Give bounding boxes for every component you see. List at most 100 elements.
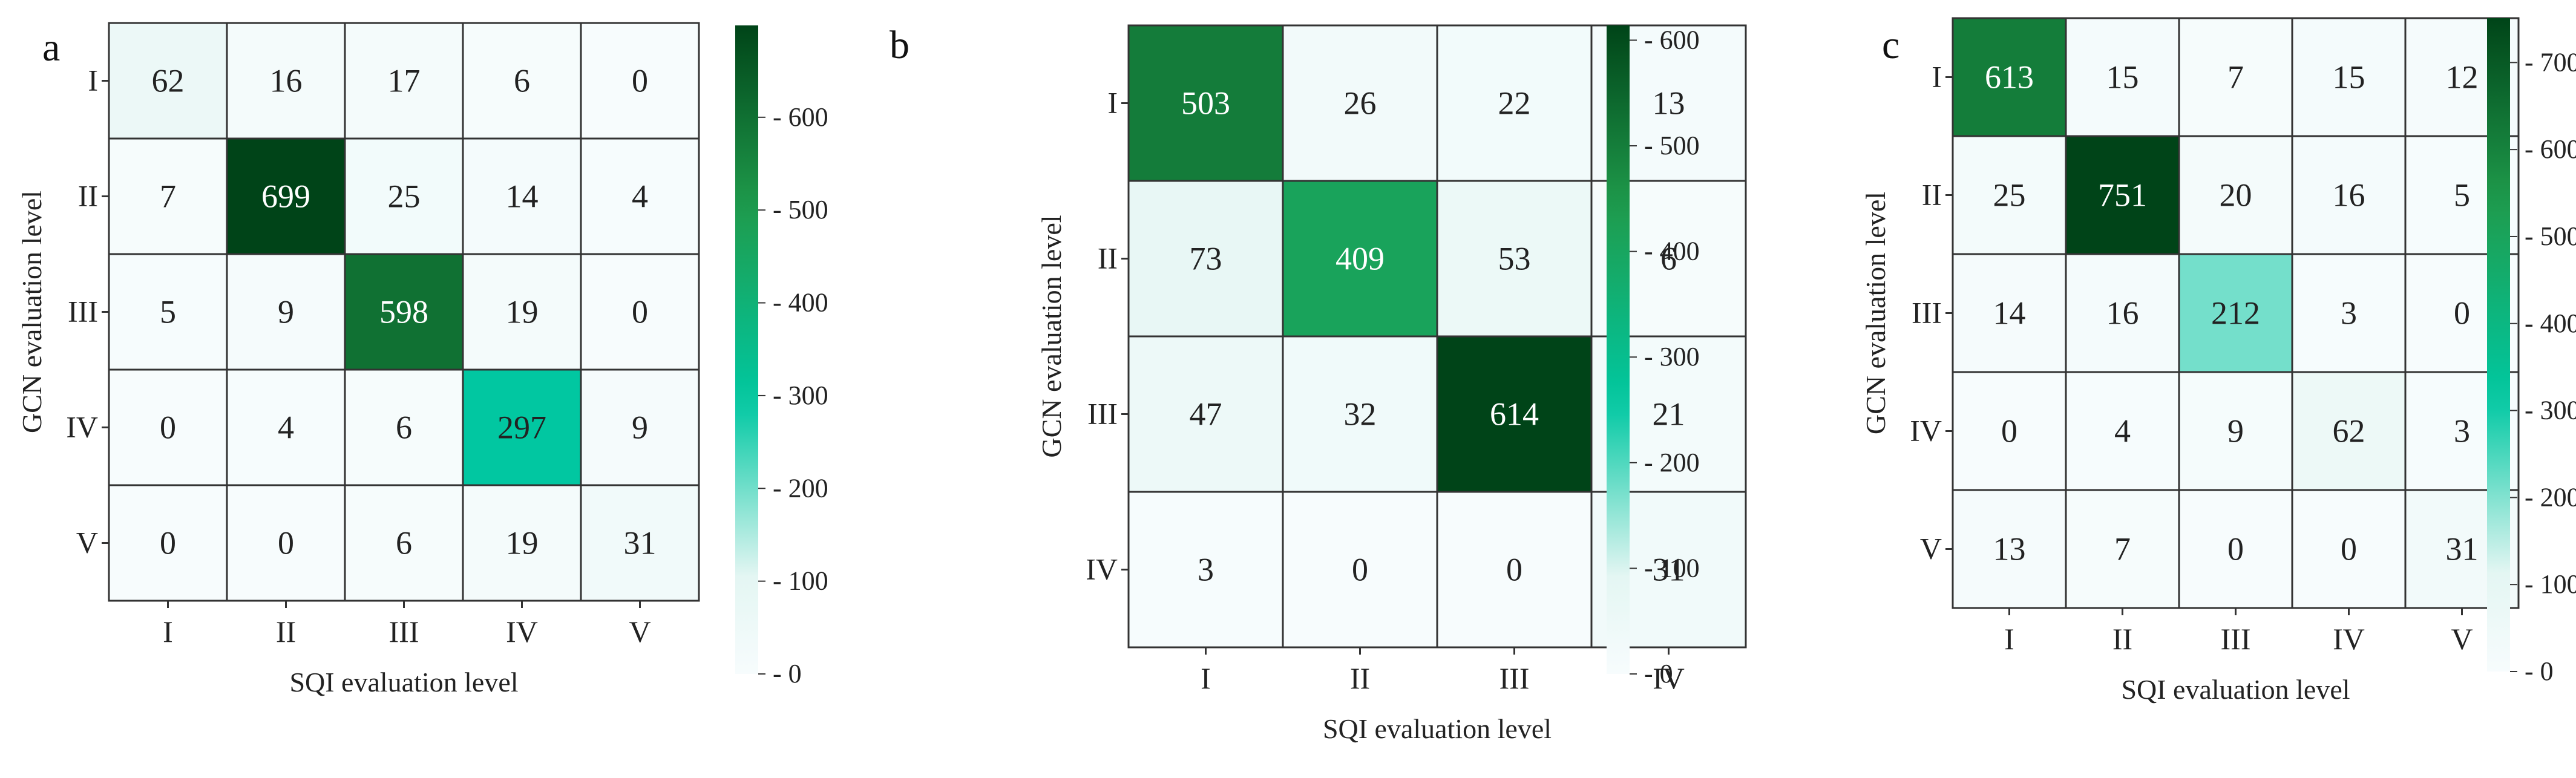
cell-value: 699 — [261, 178, 310, 215]
panel-label: c — [1882, 23, 1899, 67]
heatmap-cell — [1127, 24, 1284, 182]
x-axis-title: SQI evaluation level — [289, 667, 518, 698]
x-tick-label: I — [1201, 661, 1211, 695]
cell-value: 3 — [1198, 552, 1214, 588]
cell-value: 613 — [1985, 59, 2034, 96]
heatmap-cell — [108, 484, 228, 602]
heatmap-cell — [344, 368, 464, 486]
colorbar-tick-label: - 600 — [773, 102, 828, 132]
x-tick-label: II — [1350, 661, 1370, 695]
y-tick-label: IV — [1086, 552, 1118, 586]
cell-value: 13 — [1653, 85, 1685, 122]
cell-value: 16 — [2106, 295, 2139, 332]
cell-value: 5 — [2454, 177, 2470, 214]
y-tick-label: III — [1912, 296, 1942, 330]
cell-value: 0 — [2341, 531, 2357, 567]
cell-value: 47 — [1190, 396, 1222, 433]
colorbar-tick-label: - 100 — [1644, 553, 1700, 583]
cell-value: 22 — [1498, 85, 1531, 122]
colorbar-tick-label: - 600 — [1644, 25, 1700, 54]
y-tick-label: II — [1098, 241, 1118, 275]
y-tick-label: III — [68, 295, 98, 329]
cell-value: 0 — [2227, 531, 2244, 567]
cell-value: 9 — [2227, 413, 2244, 449]
heatmap-cell — [344, 484, 464, 602]
colorbar-tick-label: - 400 — [2525, 309, 2576, 338]
cell-value: 5 — [160, 294, 176, 330]
cell-value: 6 — [396, 525, 412, 561]
heatmap-cell — [2065, 371, 2180, 491]
heatmap-cell — [1282, 180, 1438, 338]
colorbar-tick-label: - 0 — [773, 659, 802, 688]
heatmap-cell — [1952, 489, 2067, 609]
x-tick-label: IV — [2333, 622, 2365, 656]
colorbar-tick-label: - 700 — [2525, 47, 2576, 77]
cell-value: 31 — [624, 525, 657, 561]
heatmap-cell — [2178, 253, 2293, 373]
y-axis-title: GCN evaluation level — [1036, 215, 1067, 457]
cell-value: 0 — [632, 294, 648, 330]
cell-value: 19 — [506, 294, 539, 330]
y-tick-label: I — [1107, 86, 1118, 120]
cell-value: 26 — [1344, 85, 1377, 122]
heatmap-cell — [1436, 24, 1593, 182]
colorbar-tick-label: - 200 — [2525, 482, 2576, 512]
heatmap-cell — [226, 484, 346, 602]
cell-value: 0 — [1506, 552, 1522, 588]
colorbar-tick-label: - 0 — [1644, 659, 1673, 688]
cell-value: 598 — [379, 294, 428, 330]
colorbar — [735, 25, 758, 674]
cell-value: 31 — [2446, 531, 2479, 567]
cell-value: 21 — [1653, 396, 1685, 433]
x-tick-label: I — [2004, 622, 2014, 656]
y-tick-label: I — [1932, 60, 1942, 94]
colorbar-tick-label: - 200 — [1644, 448, 1700, 477]
colorbar-tick-label: - 0 — [2525, 656, 2554, 686]
cell-value: 6 — [514, 63, 530, 99]
y-tick-label: II — [78, 179, 98, 213]
heatmap-cell — [1282, 491, 1438, 649]
heatmap-cell — [580, 253, 700, 371]
cell-value: 19 — [506, 525, 539, 561]
heatmap-cell — [1127, 335, 1284, 493]
heatmap-cell — [1952, 371, 2067, 491]
cell-value: 15 — [2106, 59, 2139, 96]
cell-value: 7 — [160, 178, 176, 215]
x-tick-label: V — [2451, 622, 2473, 656]
heatmap-cell — [108, 22, 228, 140]
cell-value: 16 — [270, 63, 303, 99]
cell-value: 9 — [278, 294, 294, 330]
colorbar-tick-label: - 100 — [2525, 569, 2576, 599]
cell-value: 14 — [1993, 295, 2026, 332]
heatmap-cell — [344, 137, 464, 255]
heatmap-cell — [2178, 17, 2293, 137]
y-tick-label: II — [1922, 178, 1942, 212]
x-tick-label: II — [276, 615, 296, 649]
colorbar-tick-label: - 400 — [1644, 237, 1700, 266]
cell-value: 13 — [1993, 531, 2026, 567]
heatmap-cell — [1436, 335, 1593, 493]
cell-value: 0 — [2454, 295, 2470, 332]
colorbar-tick-label: - 200 — [773, 473, 828, 503]
cell-value: 31 — [1653, 552, 1685, 588]
colorbar-tick-label: - 300 — [773, 381, 828, 410]
heatmap-cell — [1952, 17, 2067, 137]
cell-value: 14 — [506, 178, 539, 215]
cell-value: 0 — [632, 63, 648, 99]
cell-value: 12 — [2446, 59, 2479, 96]
cell-value: 20 — [2220, 177, 2252, 214]
heatmap-cell — [580, 484, 700, 602]
heatmap-cell — [462, 253, 582, 371]
cell-value: 25 — [1993, 177, 2026, 214]
panel-a: a 62 16 17 6 0 7 699 25 14 4 5 9 598 19 0 0 4 6 297 9 0 0 6 19 31… — [16, 22, 828, 698]
cell-value: 409 — [1336, 241, 1385, 277]
cell-value: 32 — [1344, 396, 1377, 433]
x-tick-label: V — [629, 615, 651, 649]
heatmap-cell — [580, 137, 700, 255]
panel-label: a — [42, 25, 60, 70]
y-axis-title: GCN evaluation level — [1860, 192, 1891, 434]
cell-value: 297 — [497, 410, 546, 446]
x-axis-title: SQI evaluation level — [1323, 713, 1552, 744]
heatmap-cell — [1436, 491, 1593, 649]
